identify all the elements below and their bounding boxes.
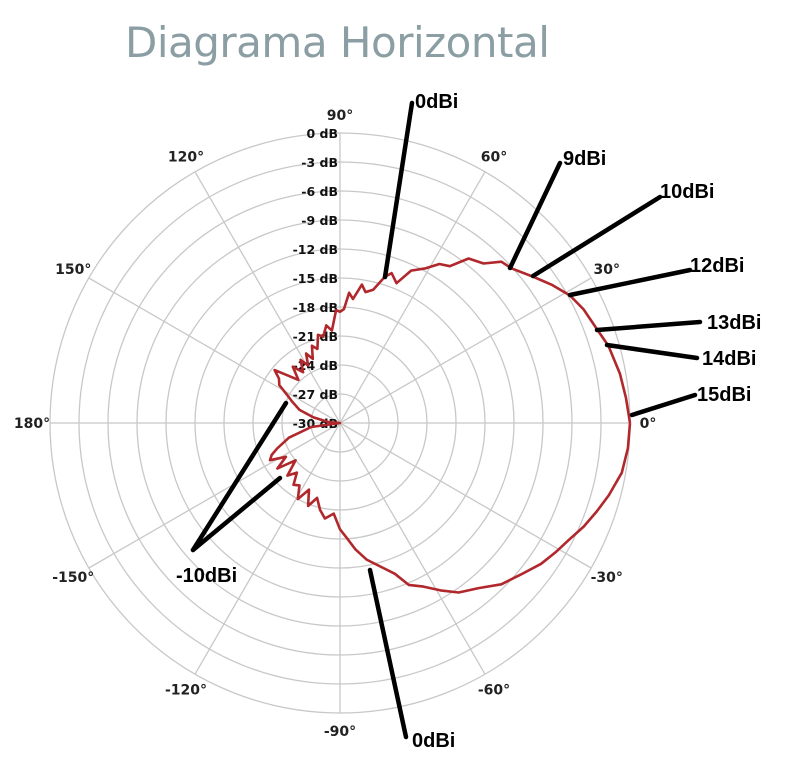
annotation-leader-line <box>367 567 409 740</box>
grid-spoke <box>194 422 341 675</box>
annotation-label: 0dBi <box>415 91 458 113</box>
radial-tick-label: -15 dB <box>293 271 338 286</box>
radial-tick-label: 0 dB <box>306 126 338 141</box>
grid-spoke <box>339 422 486 675</box>
angle-tick-label: -120° <box>165 683 207 699</box>
radial-tick-label: -18 dB <box>293 300 338 315</box>
grid-spoke <box>339 171 486 424</box>
annotation-label: 15dBi <box>697 384 751 406</box>
angle-tick-label: 30° <box>593 262 619 278</box>
annotation-label: 9dBi <box>563 148 606 170</box>
radial-tick-label: -9 dB <box>301 213 338 228</box>
annotation-label: 14dBi <box>702 348 756 370</box>
annotation-leader-line <box>507 160 563 271</box>
annotation-leader-line <box>567 267 693 298</box>
annotation-leader-line <box>382 100 415 280</box>
angle-tick-label: 180° <box>14 416 50 432</box>
radial-tick-label: -21 dB <box>293 329 338 344</box>
annotation-label: 10dBi <box>660 181 714 203</box>
chart-title: Diagrama Horizontal <box>125 18 550 67</box>
annotation-leader-line <box>594 319 703 333</box>
radial-tick-label: -3 dB <box>301 155 338 170</box>
radial-tick-label: -30 dB <box>293 416 338 431</box>
angle-tick-label: 120° <box>168 149 204 165</box>
angle-tick-label: 60° <box>481 149 507 165</box>
grid-spoke <box>88 277 341 424</box>
grid-spoke <box>339 277 592 424</box>
annotation-label: 12dBi <box>690 255 744 277</box>
angle-tick-label: -60° <box>478 683 510 699</box>
grid-spoke <box>194 171 341 424</box>
annotation-leader-line <box>190 475 283 553</box>
angle-tick-label: -90° <box>324 724 356 740</box>
annotation-leader-line <box>604 342 700 361</box>
annotation-label: -10dBi <box>176 565 237 587</box>
annotation-label: 0dBi <box>412 730 455 752</box>
grid-spoke <box>88 422 341 569</box>
angle-tick-label: -150° <box>52 570 94 586</box>
angle-tick-label: 0° <box>640 416 657 432</box>
radiation-pattern-line <box>268 257 632 594</box>
angle-tick-label: 90° <box>327 108 353 124</box>
annotation-leader-line <box>190 400 289 553</box>
radial-tick-label: -12 dB <box>293 242 338 257</box>
grid-spoke <box>339 422 592 569</box>
annotation-leader-line <box>530 194 663 279</box>
angle-tick-label: 150° <box>55 262 91 278</box>
annotation-label: 13dBi <box>707 312 761 334</box>
annotation-leader-line <box>629 392 698 418</box>
angle-tick-label: -30° <box>591 570 623 586</box>
radial-tick-label: -27 dB <box>293 387 338 402</box>
radial-tick-label: -6 dB <box>301 184 338 199</box>
